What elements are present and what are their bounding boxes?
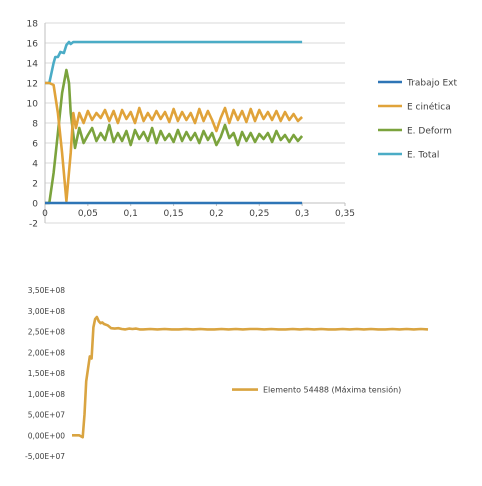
y-tick-label: 8	[32, 120, 38, 130]
y-tick-label: -2	[29, 220, 38, 230]
x-tick-label: 0,05	[78, 209, 98, 219]
y-tick-label: 2,00E+08	[28, 348, 65, 357]
y-tick-label: 12	[27, 80, 38, 90]
y-tick-label: 14	[27, 60, 39, 70]
series-line-e-total	[45, 40, 303, 85]
legend-label: E cinética	[407, 102, 451, 113]
x-tick-label: 0,35	[335, 209, 355, 219]
y-tick-label: 16	[27, 40, 39, 50]
y-tick-label: 4	[32, 160, 38, 170]
legend-label: Trabajo Ext	[406, 79, 457, 89]
y-tick-label: 5,00E+07	[28, 411, 65, 420]
legend-label: E. Deform	[407, 127, 452, 137]
y-tick-label: -5,00E+07	[25, 452, 65, 461]
legend-label: E. Total	[407, 151, 439, 161]
x-tick-label: 0,2	[209, 209, 223, 219]
legend-label: Elemento 54488 (Máxima tensión)	[263, 385, 401, 395]
y-tick-label: 0	[32, 200, 38, 210]
series-line-e-cin-tica	[45, 81, 303, 203]
x-tick-label: 0,1	[124, 209, 138, 219]
x-tick-label: 0,3	[295, 209, 309, 219]
y-tick-label: 18	[27, 20, 39, 30]
y-tick-label: 2,50E+08	[28, 328, 65, 337]
x-tick-label: 0	[42, 209, 48, 219]
x-tick-label: 0,15	[164, 209, 184, 219]
y-tick-label: 2	[32, 180, 38, 190]
stress-chart: -5,00E+07 0,00E+00 5,00E+07 1,00E+08 1,50E+0…	[0, 270, 482, 484]
y-tick-label: 6	[32, 140, 38, 150]
stress-chart-svg: -5,00E+07 0,00E+00 5,00E+07 1,00E+08 1,50E+0…	[25, 286, 429, 461]
y-tick-label: 1,00E+08	[28, 390, 65, 399]
series-line-e-deform	[45, 68, 304, 205]
y-tick-label: 1,50E+08	[28, 369, 65, 378]
y-tick-label: 3,50E+08	[28, 286, 65, 295]
y-tick-label: 10	[27, 100, 39, 110]
energy-chart-svg: -2 0 2 4 6 8 10 12 14 16 18 0 0,05 0,1 0,15 0,2 0,25 0,3 0…	[27, 20, 458, 230]
energy-chart: -2 0 2 4 6 8 10 12 14 16 18 0 0,05 0,1 0,15 0,2 0,25 0,3 0…	[27, 20, 458, 230]
y-tick-label: 3,00E+08	[28, 307, 65, 316]
y-tick-label: 0,00E+00	[28, 431, 65, 440]
x-tick-label: 0,25	[249, 209, 269, 219]
series-line-elemento-54488	[72, 315, 429, 439]
